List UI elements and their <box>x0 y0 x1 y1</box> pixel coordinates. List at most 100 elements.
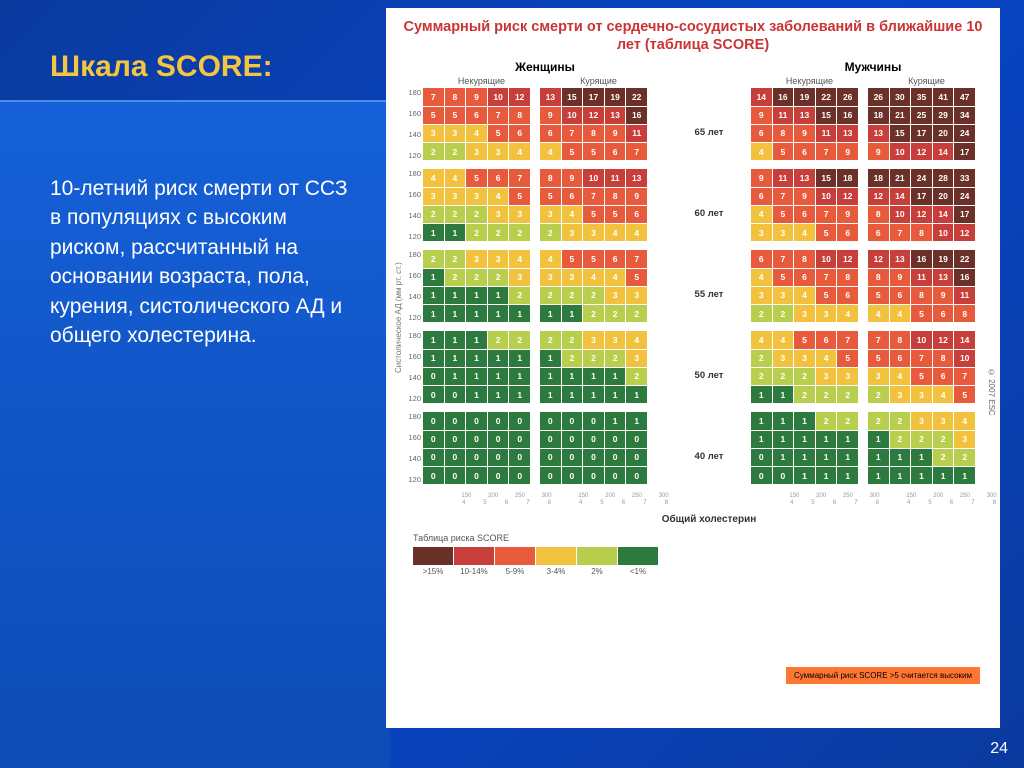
risk-cell: 1 <box>816 431 837 448</box>
risk-cell: 0 <box>466 431 487 448</box>
risk-cell: 6 <box>466 107 487 124</box>
risk-cell: 0 <box>540 467 561 484</box>
risk-cell: 5 <box>466 169 487 186</box>
risk-cell: 12 <box>583 107 604 124</box>
risk-cell: 7 <box>626 250 647 267</box>
slide-body-text: 10-летний риск смерти от ССЗ в популяция… <box>50 174 360 350</box>
risk-cell: 1 <box>540 386 561 403</box>
risk-cell: 14 <box>751 88 772 105</box>
risk-cell: 0 <box>583 431 604 448</box>
risk-cell: 4 <box>868 305 889 322</box>
risk-grid: 131517192291012131667891145567 <box>540 88 647 160</box>
risk-cell: 0 <box>445 412 466 429</box>
risk-cell: 3 <box>837 368 858 385</box>
risk-cell: 3 <box>509 206 530 223</box>
risk-grid: 22334122231111211111 <box>540 331 647 403</box>
risk-cell: 29 <box>933 107 954 124</box>
risk-cell: 6 <box>794 143 815 160</box>
risk-cell: 12 <box>911 206 932 223</box>
risk-cell: 3 <box>773 224 794 241</box>
risk-cell: 0 <box>488 431 509 448</box>
risk-cell: 12 <box>954 224 975 241</box>
risk-cell: 1 <box>794 431 815 448</box>
cholesterol-labels: 15020025030045678 <box>898 493 1005 506</box>
risk-cell: 2 <box>466 269 487 286</box>
risk-cell: 1 <box>488 368 509 385</box>
bp-labels: 180160140120 <box>403 169 423 241</box>
risk-cell: 1 <box>837 449 858 466</box>
risk-cell: 8 <box>540 169 561 186</box>
risk-cell: 11 <box>816 125 837 142</box>
risk-cell: 0 <box>562 467 583 484</box>
risk-cell: 9 <box>626 188 647 205</box>
risk-cell: 8 <box>911 287 932 304</box>
risk-cell: 3 <box>751 224 772 241</box>
risk-cell: 3 <box>423 188 444 205</box>
risk-cell: 13 <box>540 88 561 105</box>
risk-cell: 8 <box>509 107 530 124</box>
risk-cell: 5 <box>911 368 932 385</box>
risk-cell: 2 <box>488 224 509 241</box>
legend-title: Таблица риска SCORE <box>413 533 1005 543</box>
risk-cell: 1 <box>423 331 444 348</box>
risk-cell: 10 <box>488 88 509 105</box>
risk-cell: 1 <box>626 412 647 429</box>
risk-cell: 4 <box>816 350 837 367</box>
risk-cell: 25 <box>911 107 932 124</box>
risk-cell: 2 <box>933 431 954 448</box>
risk-cell: 4 <box>773 331 794 348</box>
risk-cell: 3 <box>911 386 932 403</box>
risk-cell: 1 <box>583 386 604 403</box>
risk-cell: 3 <box>583 331 604 348</box>
risk-cell: 5 <box>423 107 444 124</box>
risk-cell: 2 <box>911 431 932 448</box>
risk-cell: 1 <box>445 224 466 241</box>
age-labels-column: 65 лет60 лет55 лет50 лет40 лет <box>687 60 731 506</box>
risk-cell: 1 <box>466 386 487 403</box>
risk-grid: 6781012456783345622334 <box>751 250 858 322</box>
risk-grid: 00011000000000000000 <box>540 412 647 484</box>
risk-cell: 0 <box>605 431 626 448</box>
bp-labels: 180160140120 <box>403 88 423 160</box>
risk-cell: 2 <box>868 412 889 429</box>
risk-cell: 2 <box>540 224 561 241</box>
risk-cell: 30 <box>890 88 911 105</box>
risk-cell: 1 <box>933 467 954 484</box>
risk-cell: 5 <box>583 143 604 160</box>
risk-cell: 3 <box>605 331 626 348</box>
risk-cell: 1 <box>466 368 487 385</box>
risk-grid: 11122111110111100111 <box>751 412 858 484</box>
risk-cell: 11 <box>911 269 932 286</box>
risk-cell: 5 <box>816 287 837 304</box>
risk-cell: 3 <box>488 206 509 223</box>
age-label: 55 лет <box>687 254 731 335</box>
risk-cell: 2 <box>466 206 487 223</box>
risk-cell: 2 <box>445 143 466 160</box>
risk-cell: 2 <box>540 287 561 304</box>
risk-cell: 1 <box>488 350 509 367</box>
risk-cell: 9 <box>466 88 487 105</box>
risk-cell: 1 <box>466 331 487 348</box>
risk-cell: 10 <box>911 331 932 348</box>
risk-cell: 3 <box>868 368 889 385</box>
risk-cell: 7 <box>954 368 975 385</box>
risk-cell: 18 <box>837 169 858 186</box>
risk-cell: 1 <box>751 386 772 403</box>
risk-cell: 4 <box>445 169 466 186</box>
risk-cell: 15 <box>562 88 583 105</box>
risk-grid: 1416192226911131516689111345679 <box>751 88 858 160</box>
age-label: 60 лет <box>687 173 731 254</box>
risk-cell: 1 <box>911 449 932 466</box>
risk-cell: 1 <box>540 368 561 385</box>
risk-cell: 2 <box>466 224 487 241</box>
risk-cell: 5 <box>868 350 889 367</box>
risk-cell: 17 <box>583 88 604 105</box>
age-label: 40 лет <box>687 416 731 497</box>
risk-cell: 0 <box>466 412 487 429</box>
risk-cell: 13 <box>626 169 647 186</box>
risk-cell: 12 <box>933 331 954 348</box>
risk-cell: 3 <box>540 206 561 223</box>
risk-cell: 3 <box>466 143 487 160</box>
risk-cell: 2 <box>562 350 583 367</box>
risk-cell: 5 <box>773 143 794 160</box>
